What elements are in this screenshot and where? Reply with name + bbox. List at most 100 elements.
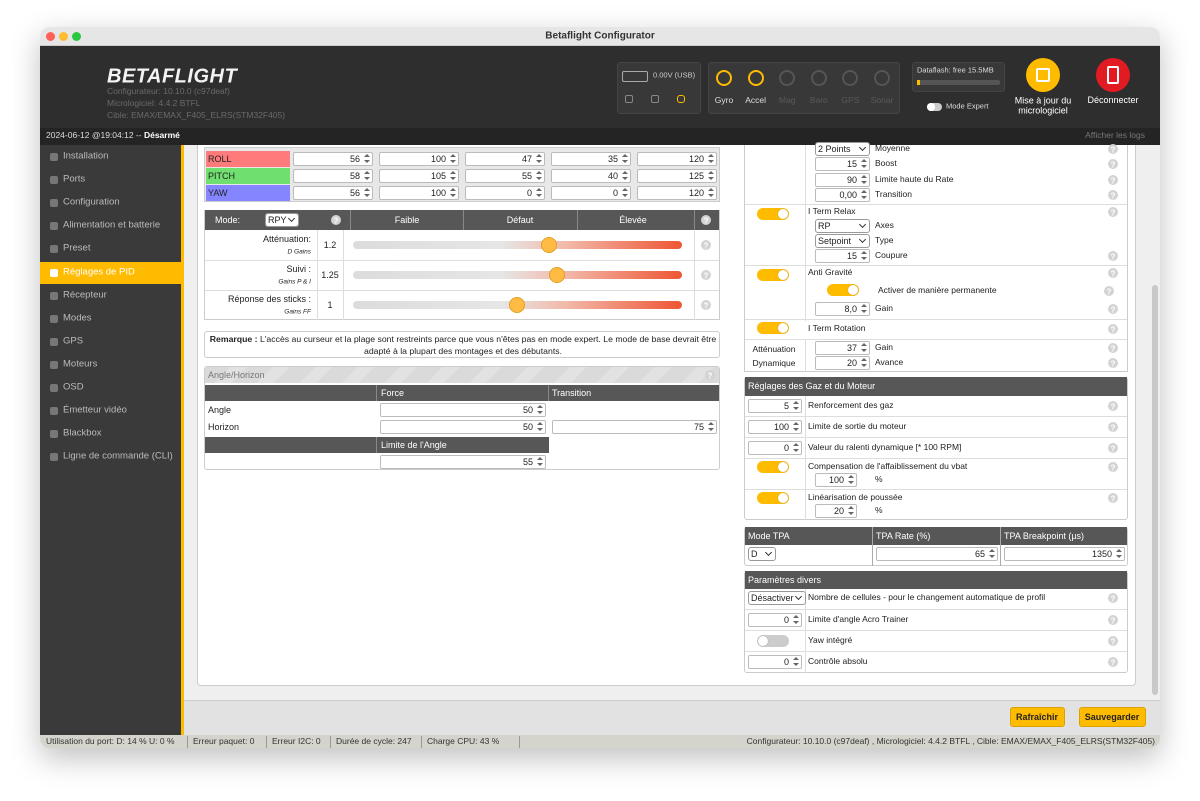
spinner-down[interactable] bbox=[861, 310, 867, 313]
spinner-down[interactable] bbox=[708, 177, 714, 180]
spinner-up[interactable] bbox=[536, 171, 542, 174]
spinner-up[interactable] bbox=[622, 154, 628, 157]
spinner-up[interactable] bbox=[848, 475, 854, 478]
spinner-down[interactable] bbox=[989, 555, 995, 558]
window-button[interactable] bbox=[72, 32, 81, 41]
spinner-up[interactable] bbox=[450, 171, 456, 174]
spinner-down[interactable] bbox=[536, 194, 542, 197]
number-input[interactable] bbox=[815, 302, 870, 316]
slider-knob[interactable] bbox=[549, 267, 565, 283]
spinner-up[interactable] bbox=[793, 422, 799, 425]
spinner-down[interactable] bbox=[793, 407, 799, 410]
spinner-down[interactable] bbox=[708, 194, 714, 197]
spinner-up[interactable] bbox=[861, 251, 867, 254]
spinner-down[interactable] bbox=[364, 177, 370, 180]
number-input[interactable] bbox=[748, 655, 802, 669]
number-input[interactable] bbox=[815, 504, 857, 518]
select[interactable] bbox=[815, 219, 870, 233]
disconnect-button[interactable] bbox=[1096, 58, 1130, 92]
spinner-up[interactable] bbox=[537, 457, 543, 460]
spinner-down[interactable] bbox=[793, 621, 799, 624]
number-input[interactable] bbox=[379, 186, 459, 200]
spinner-down[interactable] bbox=[536, 160, 542, 163]
number-input[interactable] bbox=[815, 188, 870, 202]
spinner-down[interactable] bbox=[793, 428, 799, 431]
number-input[interactable] bbox=[815, 173, 870, 187]
nav-item[interactable]: Ligne de commande (CLI) bbox=[63, 450, 173, 462]
nav-item[interactable]: Récepteur bbox=[63, 289, 107, 301]
number-input[interactable] bbox=[293, 169, 373, 183]
spinner-up[interactable] bbox=[793, 657, 799, 660]
number-input[interactable] bbox=[815, 157, 870, 171]
number-input[interactable] bbox=[465, 152, 545, 166]
spinner-down[interactable] bbox=[861, 349, 867, 352]
nav-item[interactable]: Blackbox bbox=[63, 427, 102, 439]
spinner-up[interactable] bbox=[861, 304, 867, 307]
spinner-up[interactable] bbox=[989, 549, 995, 552]
spinner-down[interactable] bbox=[537, 428, 543, 431]
number-input[interactable] bbox=[551, 152, 631, 166]
spinner-up[interactable] bbox=[1116, 549, 1122, 552]
spinner-down[interactable] bbox=[848, 481, 854, 484]
spinner-up[interactable] bbox=[364, 154, 370, 157]
spinner-down[interactable] bbox=[450, 194, 456, 197]
number-input[interactable] bbox=[379, 169, 459, 183]
spinner-down[interactable] bbox=[537, 411, 543, 414]
nav-item[interactable]: Émetteur vidéo bbox=[63, 404, 127, 416]
spinner-up[interactable] bbox=[537, 405, 543, 408]
spinner-up[interactable] bbox=[450, 154, 456, 157]
number-input[interactable] bbox=[465, 169, 545, 183]
spinner-up[interactable] bbox=[861, 159, 867, 162]
spinner-down[interactable] bbox=[708, 160, 714, 163]
spinner-up[interactable] bbox=[793, 401, 799, 404]
window-button[interactable] bbox=[46, 32, 55, 41]
spinner-up[interactable] bbox=[536, 188, 542, 191]
window-button[interactable] bbox=[59, 32, 68, 41]
spinner-up[interactable] bbox=[861, 358, 867, 361]
spinner-down[interactable] bbox=[793, 449, 799, 452]
spinner-up[interactable] bbox=[861, 343, 867, 346]
select[interactable] bbox=[265, 213, 299, 227]
slider-knob[interactable] bbox=[509, 297, 525, 313]
spinner-down[interactable] bbox=[861, 364, 867, 367]
spinner-up[interactable] bbox=[793, 443, 799, 446]
spinner-down[interactable] bbox=[861, 257, 867, 260]
spinner-up[interactable] bbox=[848, 506, 854, 509]
spinner-down[interactable] bbox=[364, 160, 370, 163]
spinner-down[interactable] bbox=[450, 160, 456, 163]
nav-item[interactable]: Alimentation et batterie bbox=[63, 219, 161, 231]
number-input[interactable] bbox=[1004, 547, 1125, 561]
number-input[interactable] bbox=[748, 441, 802, 455]
number-input[interactable] bbox=[815, 356, 870, 370]
spinner-up[interactable] bbox=[708, 422, 714, 425]
spinner-up[interactable] bbox=[622, 188, 628, 191]
spinner-up[interactable] bbox=[537, 422, 543, 425]
number-input[interactable] bbox=[815, 341, 870, 355]
nav-item[interactable]: Preset bbox=[63, 242, 91, 254]
select[interactable] bbox=[748, 591, 806, 605]
number-input[interactable] bbox=[380, 455, 546, 469]
spinner-down[interactable] bbox=[537, 463, 543, 466]
spinner-up[interactable] bbox=[622, 171, 628, 174]
number-input[interactable] bbox=[637, 186, 717, 200]
spinner-down[interactable] bbox=[861, 181, 867, 184]
spinner-down[interactable] bbox=[861, 165, 867, 168]
nav-item[interactable]: Modes bbox=[63, 312, 92, 324]
spinner-down[interactable] bbox=[622, 177, 628, 180]
nav-item[interactable]: Réglages de PID bbox=[63, 266, 135, 278]
spinner-down[interactable] bbox=[793, 663, 799, 666]
spinner-down[interactable] bbox=[450, 177, 456, 180]
number-input[interactable] bbox=[748, 613, 802, 627]
spinner-up[interactable] bbox=[861, 175, 867, 178]
number-input[interactable] bbox=[551, 169, 631, 183]
spinner-down[interactable] bbox=[1116, 555, 1122, 558]
update-button[interactable] bbox=[1026, 58, 1060, 92]
spinner-up[interactable] bbox=[364, 188, 370, 191]
nav-item[interactable]: Moteurs bbox=[63, 358, 98, 370]
slider-knob[interactable] bbox=[541, 237, 557, 253]
spinner-up[interactable] bbox=[793, 615, 799, 618]
spinner-down[interactable] bbox=[848, 512, 854, 515]
number-input[interactable] bbox=[815, 473, 857, 487]
spinner-up[interactable] bbox=[708, 171, 714, 174]
number-input[interactable] bbox=[380, 420, 546, 434]
